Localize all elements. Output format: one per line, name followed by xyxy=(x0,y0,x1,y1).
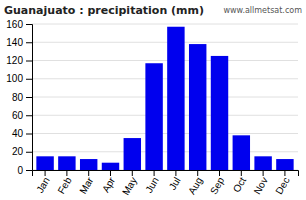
y-tick: 120 xyxy=(6,55,32,66)
x-tick: Jun xyxy=(143,170,161,195)
bar xyxy=(124,138,141,170)
annotation: www.allmetsat.com xyxy=(224,6,303,15)
x-tick-label: Mar xyxy=(77,175,95,196)
x-axis-line xyxy=(33,171,299,177)
title: Guanajuato : precipitation (mm) xyxy=(4,4,204,17)
x-tick-mark xyxy=(88,170,89,176)
y-axis: 0 20 40 60 80 100 120 140 160 xyxy=(6,19,32,176)
y-tick-mark xyxy=(26,97,32,98)
y-tick: 140 xyxy=(6,37,32,48)
y-tick: 0 xyxy=(17,165,32,176)
y-tick-label: 160 xyxy=(6,19,23,30)
y-tick-label: 20 xyxy=(12,146,24,157)
grid-line xyxy=(32,133,298,134)
x-tick-label: Oct xyxy=(231,175,248,194)
y-tick-label: 120 xyxy=(6,55,23,66)
x-tick-mark xyxy=(154,170,155,176)
bar xyxy=(145,63,162,170)
y-tick-label: 0 xyxy=(17,165,23,176)
x-tick-label: Jun xyxy=(143,175,161,194)
x-tick-mark xyxy=(132,170,133,176)
x-tick-label: Nov xyxy=(251,175,269,196)
y-tick: 100 xyxy=(6,73,32,84)
y-tick: 160 xyxy=(6,19,32,30)
y-axis-line xyxy=(26,25,33,171)
x-tick-label: Dec xyxy=(273,175,291,196)
grid-line xyxy=(32,97,298,98)
bar xyxy=(189,44,206,170)
x-tick: Oct xyxy=(231,170,248,194)
x-tick-mark xyxy=(175,170,176,176)
y-tick-label: 140 xyxy=(6,37,23,48)
x-axis: JanFebMar AprMayJun JulAugSepOctNovDec xyxy=(33,170,299,197)
x-tick-mark xyxy=(263,170,264,176)
x-tick-label: Apr xyxy=(100,175,118,195)
x-tick-mark xyxy=(219,170,220,176)
bar xyxy=(80,159,97,170)
bar xyxy=(211,56,228,170)
y-tick: 60 xyxy=(12,110,32,121)
x-tick-mark xyxy=(241,170,242,176)
x-tick-label: Feb xyxy=(56,175,74,196)
bar xyxy=(254,156,271,170)
grid-line xyxy=(32,78,298,79)
y-tick-mark xyxy=(26,152,32,153)
y-tick-mark xyxy=(26,42,32,43)
y-tick-label: 100 xyxy=(6,73,23,84)
x-tick: May xyxy=(120,170,139,197)
grid xyxy=(32,24,298,170)
grid-line xyxy=(32,115,298,116)
y-tick: 20 xyxy=(12,146,32,157)
x-tick: Dec xyxy=(273,170,291,196)
bars xyxy=(36,27,293,170)
x-tick: Feb xyxy=(56,170,74,196)
y-tick-label: 40 xyxy=(12,128,24,139)
x-tick-mark xyxy=(284,170,285,176)
x-tick-label: Jul xyxy=(167,175,183,192)
bar xyxy=(58,156,75,170)
y-tick-mark xyxy=(26,61,32,62)
bar xyxy=(276,159,293,170)
x-tick: Mar xyxy=(77,170,95,196)
grid-line xyxy=(32,24,298,25)
x-tick: Aug xyxy=(186,170,204,196)
grid-line xyxy=(32,60,298,61)
bar xyxy=(102,163,119,170)
y-tick-label: 60 xyxy=(12,110,24,121)
y-tick-mark xyxy=(26,134,32,135)
x-tick-label: May xyxy=(120,175,139,197)
x-tick: Sep xyxy=(208,170,227,196)
y-tick-label: 80 xyxy=(12,92,24,103)
x-tick-mark xyxy=(45,170,46,176)
y-tick: 40 xyxy=(12,128,32,139)
bar xyxy=(36,156,53,170)
plot: 020406080100120140160JanFebMarAprMayJunJ… xyxy=(6,19,298,197)
x-tick-mark xyxy=(66,170,67,176)
y-tick: 80 xyxy=(12,92,32,103)
y-tick-mark xyxy=(26,115,32,116)
y-tick-mark xyxy=(26,24,32,25)
x-tick-label: Aug xyxy=(186,175,204,196)
chart: 020406080100120140160JanFebMarAprMayJunJ… xyxy=(0,0,306,200)
bar xyxy=(233,135,250,170)
x-tick: Nov xyxy=(251,170,269,196)
x-tick-mark xyxy=(197,170,198,176)
y-tick-mark xyxy=(26,79,32,80)
bar xyxy=(167,27,184,170)
grid-line xyxy=(32,42,298,43)
x-tick: Jan xyxy=(34,170,52,195)
y-tick-mark xyxy=(26,170,32,171)
x-tick: Jul xyxy=(167,170,183,192)
x-tick-mark xyxy=(110,170,111,176)
x-tick-label: Jan xyxy=(34,175,52,194)
grid-line xyxy=(32,151,298,152)
x-tick: Apr xyxy=(100,170,118,194)
x-tick-label: Sep xyxy=(208,175,227,196)
